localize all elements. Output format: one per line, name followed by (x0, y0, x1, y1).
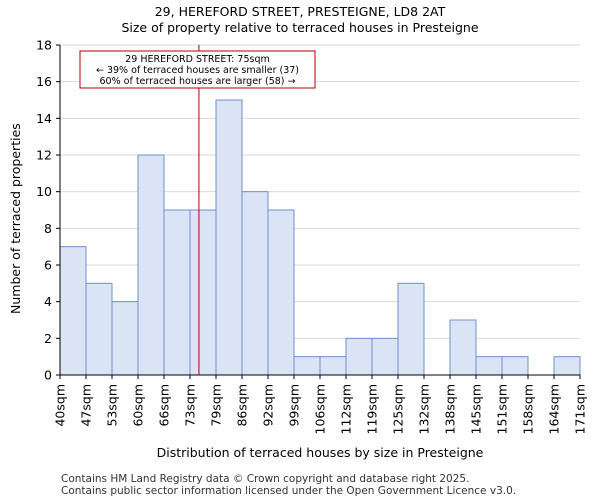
bar-106sqm (319, 356, 347, 376)
y-tick-label: 0 (44, 368, 52, 383)
x-tick-label: 145sqm (469, 384, 484, 434)
annotation-line-1: 29 HEREFORD STREET: 75sqm (125, 54, 269, 65)
bar-53sqm (111, 301, 139, 376)
bar-145sqm (475, 356, 503, 376)
x-tick-label: 164sqm (547, 384, 562, 434)
bar-138sqm (449, 319, 477, 376)
x-tick-label: 106sqm (313, 384, 328, 434)
x-tick-label: 60sqm (131, 384, 146, 427)
bar-92sqm (267, 209, 295, 376)
x-tick-label: 47sqm (79, 384, 94, 427)
bar-151sqm (501, 356, 529, 376)
x-tick-label: 99sqm (287, 384, 302, 427)
bar-119sqm (371, 337, 399, 376)
x-tick-label: 119sqm (365, 384, 380, 434)
x-tick-label: 40sqm (53, 384, 68, 427)
x-tick-label: 158sqm (521, 384, 536, 434)
chart-title: 29, HEREFORD STREET, PRESTEIGNE, LD8 2AT (154, 4, 446, 19)
bar-125sqm (397, 282, 425, 376)
x-tick-label: 53sqm (105, 384, 120, 427)
x-axis-label: Distribution of terraced houses by size … (156, 445, 484, 460)
x-tick-label: 125sqm (391, 384, 406, 434)
y-tick-label: 16 (36, 74, 52, 89)
footer-line-2: Contains public sector information licen… (61, 485, 517, 497)
x-tick-label: 112sqm (339, 384, 354, 434)
bar-86sqm (241, 191, 269, 376)
x-tick-label: 86sqm (235, 384, 250, 427)
bar-66sqm (163, 209, 191, 376)
annotation-line-3: 60% of terraced houses are larger (58) → (100, 76, 296, 87)
y-tick-label: 18 (36, 38, 52, 53)
y-tick-label: 4 (44, 294, 52, 309)
y-axis-label: Number of terraced properties (8, 123, 23, 314)
chart-subtitle: Size of property relative to terraced ho… (121, 20, 479, 35)
x-tick-label: 73sqm (183, 384, 198, 427)
x-tick-label: 151sqm (495, 384, 510, 434)
x-tick-label: 138sqm (443, 384, 458, 434)
y-tick-label: 14 (36, 111, 52, 126)
y-tick-label: 12 (36, 148, 52, 163)
y-tick-label: 8 (44, 221, 52, 236)
y-tick-label: 10 (36, 184, 52, 199)
x-tick-label: 132sqm (417, 384, 432, 434)
x-tick-label: 171sqm (573, 384, 588, 434)
x-tick-label: 92sqm (261, 384, 276, 427)
bar-79sqm (215, 99, 243, 376)
bar-47sqm (85, 282, 113, 376)
bar-60sqm (137, 154, 165, 376)
bar-40sqm (59, 246, 87, 376)
bar-164sqm (553, 356, 581, 376)
annotation-box (79, 50, 316, 89)
x-tick-label: 79sqm (209, 384, 224, 427)
bar-112sqm (345, 337, 373, 376)
footer-line-1: Contains HM Land Registry data © Crown c… (61, 473, 470, 485)
bar-99sqm (293, 356, 321, 376)
y-tick-label: 6 (44, 258, 52, 273)
y-tick-label: 2 (44, 331, 52, 346)
bar-73sqm (189, 209, 217, 376)
annotation-line-2: ← 39% of terraced houses are smaller (37… (96, 65, 299, 76)
x-tick-label: 66sqm (157, 384, 172, 427)
